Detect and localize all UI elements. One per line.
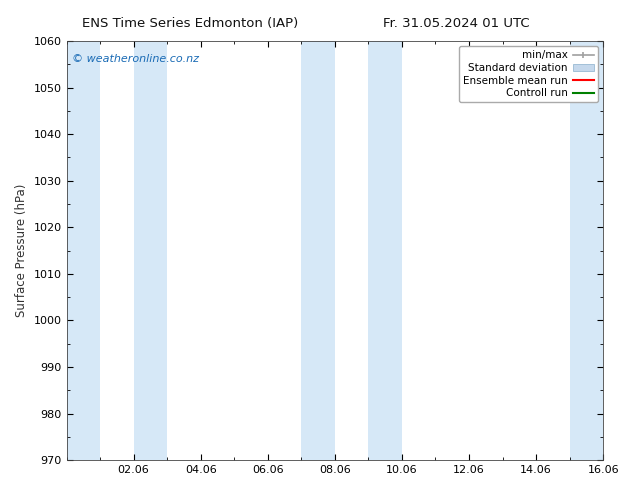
Text: ENS Time Series Edmonton (IAP): ENS Time Series Edmonton (IAP) <box>82 17 299 30</box>
Text: Fr. 31.05.2024 01 UTC: Fr. 31.05.2024 01 UTC <box>383 17 530 30</box>
Bar <box>67 41 100 460</box>
Bar <box>301 41 335 460</box>
Bar <box>569 41 603 460</box>
Bar <box>368 41 402 460</box>
Text: © weatheronline.co.nz: © weatheronline.co.nz <box>72 53 199 64</box>
Y-axis label: Surface Pressure (hPa): Surface Pressure (hPa) <box>15 184 28 318</box>
Bar <box>134 41 167 460</box>
Legend: min/max, Standard deviation, Ensemble mean run, Controll run: min/max, Standard deviation, Ensemble me… <box>459 46 598 102</box>
